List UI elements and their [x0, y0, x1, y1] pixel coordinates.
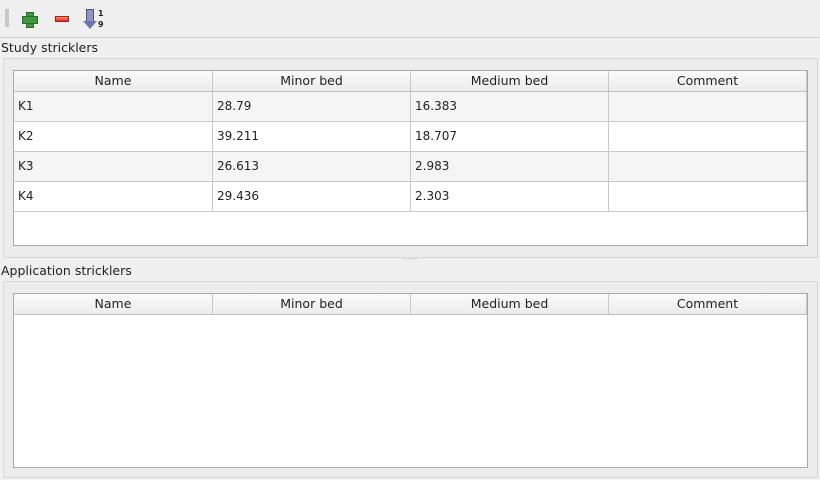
column-header-name[interactable]: Name	[14, 294, 213, 314]
medium-bed-cell[interactable]: 18.707	[411, 122, 609, 151]
column-header-minor-bed[interactable]: Minor bed	[213, 294, 411, 314]
column-header-comment[interactable]: Comment	[609, 71, 807, 91]
study-stricklers-title: Study stricklers	[1, 40, 99, 55]
table-header: Name Minor bed Medium bed Comment	[14, 294, 807, 315]
column-header-minor-bed[interactable]: Minor bed	[213, 71, 411, 91]
name-cell[interactable]: K4	[14, 182, 213, 211]
comment-cell[interactable]	[609, 122, 807, 151]
name-cell[interactable]: K3	[14, 152, 213, 181]
remove-button[interactable]	[51, 8, 73, 30]
table-row[interactable]: K1 28.79 16.383	[14, 92, 807, 122]
sort-ascending-icon: 1 9	[83, 8, 106, 30]
table-header: Name Minor bed Medium bed Comment	[14, 71, 807, 92]
study-stricklers-table[interactable]: Name Minor bed Medium bed Comment K1 28.7…	[13, 70, 808, 246]
sort-glyph-bottom: 9	[98, 20, 104, 29]
minor-bed-cell[interactable]: 39.211	[213, 122, 411, 151]
medium-bed-cell[interactable]: 2.983	[411, 152, 609, 181]
application-stricklers-title: Application stricklers	[1, 263, 132, 278]
comment-cell[interactable]	[609, 182, 807, 211]
name-cell[interactable]: K1	[14, 92, 213, 121]
comment-cell[interactable]	[609, 92, 807, 121]
name-cell[interactable]: K2	[14, 122, 213, 151]
table-row[interactable]: K2 39.211 18.707	[14, 122, 807, 152]
splitter-handle[interactable]	[402, 258, 418, 260]
medium-bed-cell[interactable]: 16.383	[411, 92, 609, 121]
comment-cell[interactable]	[609, 152, 807, 181]
column-header-name[interactable]: Name	[14, 71, 213, 91]
minor-bed-cell[interactable]: 26.613	[213, 152, 411, 181]
table-row[interactable]: K4 29.436 2.303	[14, 182, 807, 212]
sort-glyph-top: 1	[98, 9, 104, 18]
column-header-comment[interactable]: Comment	[609, 294, 807, 314]
table-body: K1 28.79 16.383 K2 39.211 18.707 K3 26.613 2.983…	[14, 92, 807, 212]
toolbar: 1 9	[0, 0, 820, 38]
plus-icon	[22, 12, 38, 28]
application-stricklers-table[interactable]: Name Minor bed Medium bed Comment	[13, 293, 808, 468]
toolbar-grip[interactable]	[5, 9, 9, 27]
minor-bed-cell[interactable]: 28.79	[213, 92, 411, 121]
sort-button[interactable]: 1 9	[83, 8, 106, 30]
table-row[interactable]: K3 26.613 2.983	[14, 152, 807, 182]
minus-icon	[55, 16, 69, 22]
add-button[interactable]	[18, 8, 40, 30]
minor-bed-cell[interactable]: 29.436	[213, 182, 411, 211]
medium-bed-cell[interactable]: 2.303	[411, 182, 609, 211]
column-header-medium-bed[interactable]: Medium bed	[411, 294, 609, 314]
column-header-medium-bed[interactable]: Medium bed	[411, 71, 609, 91]
